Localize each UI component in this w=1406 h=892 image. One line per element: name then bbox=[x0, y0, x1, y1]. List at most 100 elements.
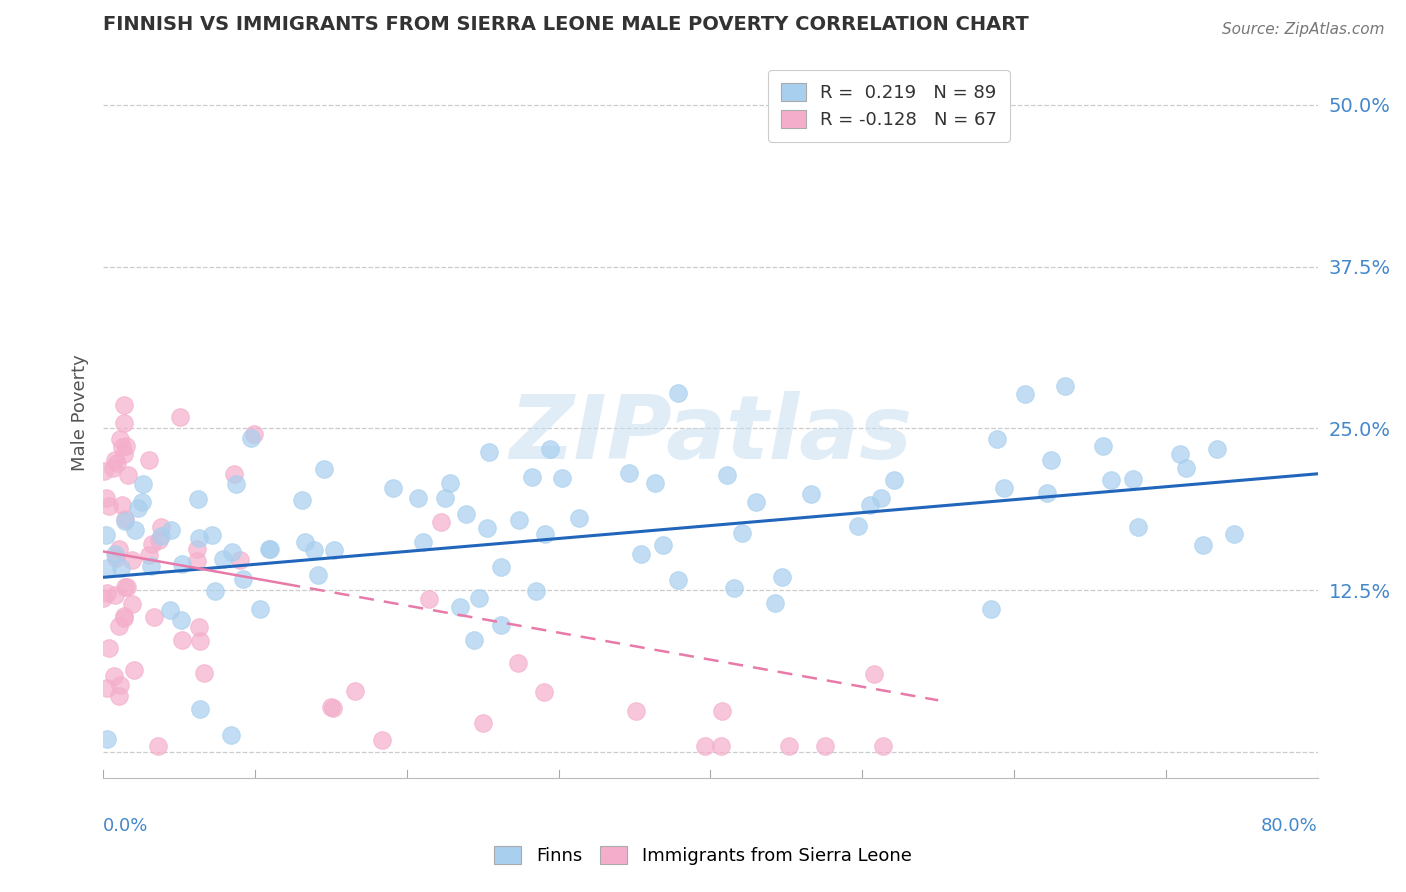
Point bbox=[716, 468, 738, 483]
Text: FINNISH VS IMMIGRANTS FROM SIERRA LEONE MALE POVERTY CORRELATION CHART: FINNISH VS IMMIGRANTS FROM SIERRA LEONE … bbox=[103, 15, 1029, 34]
Point bbox=[1053, 379, 1076, 393]
Y-axis label: Male Poverty: Male Poverty bbox=[72, 354, 89, 471]
Point bbox=[240, 431, 263, 445]
Point bbox=[201, 528, 224, 542]
Point bbox=[111, 441, 134, 455]
Point bbox=[506, 656, 529, 670]
Point bbox=[1014, 387, 1036, 401]
Point bbox=[150, 520, 173, 534]
Point bbox=[172, 557, 194, 571]
Point bbox=[872, 739, 894, 753]
Point bbox=[731, 526, 754, 541]
Point bbox=[96, 586, 118, 600]
Point bbox=[454, 507, 477, 521]
Point bbox=[382, 481, 405, 495]
Point bbox=[666, 573, 689, 587]
Point bbox=[993, 481, 1015, 495]
Point bbox=[343, 684, 366, 698]
Point bbox=[291, 492, 314, 507]
Point bbox=[763, 596, 786, 610]
Text: ZIPatlas: ZIPatlas bbox=[509, 391, 912, 478]
Point bbox=[651, 538, 673, 552]
Point bbox=[107, 541, 129, 556]
Point bbox=[1192, 538, 1215, 552]
Point bbox=[471, 715, 494, 730]
Point bbox=[121, 597, 143, 611]
Point bbox=[524, 583, 547, 598]
Legend: Finns, Immigrants from Sierra Leone: Finns, Immigrants from Sierra Leone bbox=[485, 837, 921, 874]
Point bbox=[624, 705, 647, 719]
Point bbox=[110, 432, 132, 446]
Point bbox=[307, 568, 329, 582]
Point bbox=[1122, 472, 1144, 486]
Point bbox=[534, 527, 557, 541]
Point bbox=[723, 582, 745, 596]
Point bbox=[1128, 520, 1150, 534]
Point bbox=[478, 444, 501, 458]
Point bbox=[111, 498, 134, 512]
Point bbox=[1168, 447, 1191, 461]
Point bbox=[170, 632, 193, 647]
Point bbox=[221, 545, 243, 559]
Point bbox=[533, 685, 555, 699]
Point bbox=[222, 467, 245, 481]
Point bbox=[96, 561, 118, 575]
Point bbox=[439, 476, 461, 491]
Point bbox=[148, 533, 170, 548]
Point bbox=[122, 663, 145, 677]
Point bbox=[617, 467, 640, 481]
Point bbox=[104, 547, 127, 561]
Point bbox=[814, 739, 837, 753]
Point bbox=[138, 549, 160, 563]
Point bbox=[188, 531, 211, 545]
Point bbox=[229, 553, 252, 567]
Point bbox=[98, 641, 121, 656]
Point bbox=[108, 618, 131, 632]
Point bbox=[159, 603, 181, 617]
Point bbox=[101, 461, 124, 475]
Point bbox=[1205, 442, 1227, 457]
Point bbox=[710, 739, 733, 753]
Point bbox=[114, 512, 136, 526]
Point bbox=[1175, 461, 1198, 475]
Point bbox=[114, 580, 136, 594]
Point bbox=[188, 701, 211, 715]
Point bbox=[112, 608, 135, 623]
Point bbox=[110, 560, 132, 574]
Point bbox=[434, 491, 457, 506]
Point bbox=[159, 523, 181, 537]
Point bbox=[846, 519, 869, 533]
Point bbox=[193, 665, 215, 680]
Point bbox=[1222, 527, 1244, 541]
Point bbox=[869, 491, 891, 505]
Point bbox=[114, 439, 136, 453]
Point bbox=[800, 487, 823, 501]
Point bbox=[204, 584, 226, 599]
Point bbox=[693, 739, 716, 753]
Point bbox=[883, 473, 905, 487]
Point bbox=[186, 554, 208, 568]
Point bbox=[477, 521, 499, 535]
Point bbox=[138, 453, 160, 467]
Point bbox=[259, 541, 281, 556]
Point bbox=[430, 515, 453, 529]
Point bbox=[94, 528, 117, 542]
Text: 80.0%: 80.0% bbox=[1261, 817, 1317, 835]
Point bbox=[108, 689, 131, 703]
Point bbox=[711, 704, 734, 718]
Point bbox=[225, 476, 247, 491]
Point bbox=[321, 699, 343, 714]
Point bbox=[551, 471, 574, 485]
Point bbox=[146, 739, 169, 753]
Point bbox=[169, 410, 191, 425]
Point bbox=[863, 666, 886, 681]
Point bbox=[858, 498, 880, 512]
Point bbox=[149, 529, 172, 543]
Point bbox=[103, 669, 125, 683]
Point bbox=[370, 733, 392, 747]
Point bbox=[232, 572, 254, 586]
Point bbox=[112, 398, 135, 412]
Point bbox=[141, 537, 163, 551]
Text: 0.0%: 0.0% bbox=[103, 817, 149, 835]
Point bbox=[96, 491, 118, 505]
